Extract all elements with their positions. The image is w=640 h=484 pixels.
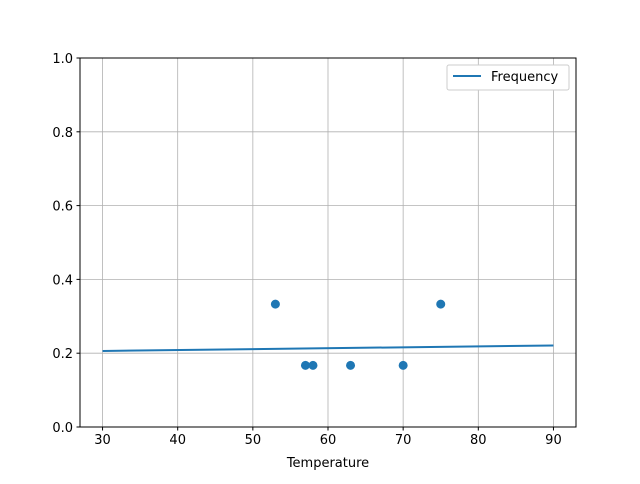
- x-tick-label: 60: [320, 433, 337, 448]
- marks: [102, 299, 554, 370]
- x-tick-label: 80: [470, 433, 487, 448]
- legend-box: [446, 64, 570, 91]
- x-tick-label: 30: [94, 433, 111, 448]
- grid: [80, 57, 576, 428]
- y-tick-label: 0.6: [52, 200, 73, 215]
- scatter-point: [436, 299, 446, 309]
- y-tick-label: 0.4: [52, 273, 73, 288]
- scatter-point: [398, 360, 408, 370]
- scatter-point: [300, 360, 310, 370]
- legend-label-frequency: Frequency: [491, 70, 558, 85]
- legend: Frequency: [446, 64, 570, 91]
- y-tick-label: 0.0: [52, 421, 73, 436]
- ticks: 30 40 50 60 70 80 90 0.0 0.2 0.4 0.6 0.8 1.0: [52, 52, 561, 448]
- x-tick-label: 40: [169, 433, 186, 448]
- y-tick-label: 0.2: [52, 347, 73, 362]
- x-tick-label: 50: [245, 433, 262, 448]
- x-tick-label: 70: [395, 433, 412, 448]
- x-axis-label: Temperature: [286, 456, 369, 471]
- y-tick-label: 1.0: [52, 52, 73, 67]
- scatter-point: [270, 299, 280, 309]
- frequency-line: [102, 344, 554, 352]
- y-tick-label: 0.8: [52, 126, 73, 141]
- x-tick-label: 90: [545, 433, 562, 448]
- scatter-point: [346, 360, 356, 370]
- scatter-point: [308, 360, 318, 370]
